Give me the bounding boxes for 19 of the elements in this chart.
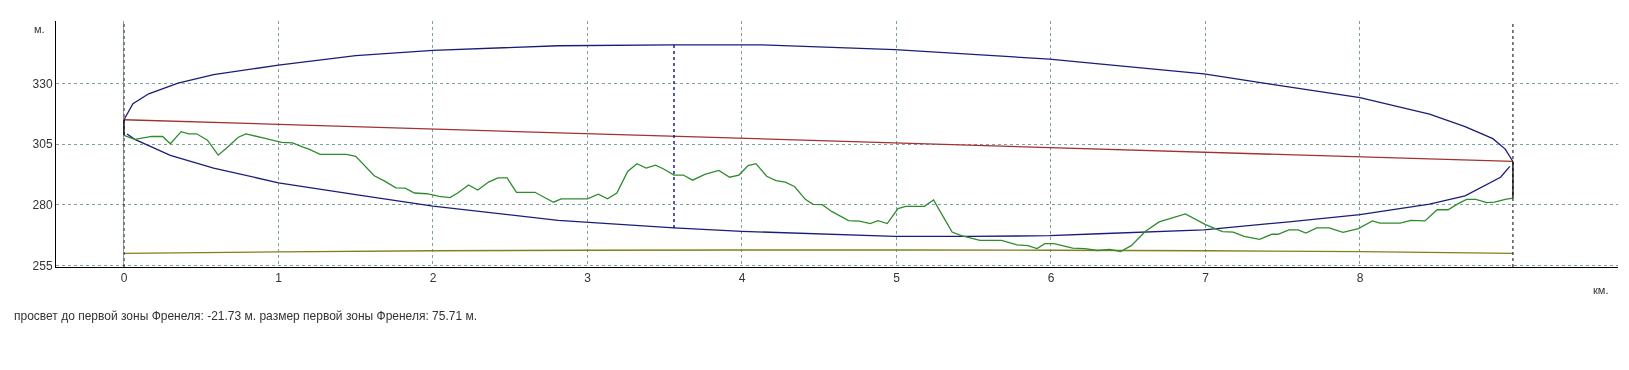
x-tick-label: 4 [738,271,746,286]
y-tick-label: 255 [32,258,53,273]
y-tick-label: 305 [32,137,53,152]
x-tick-label: 1 [275,271,283,286]
x-tick-label: 7 [1202,271,1210,286]
y-axis-title: м. [34,23,45,35]
line-series [126,133,1511,238]
x-tick-label: 6 [1047,271,1055,286]
x-tick-label: 8 [1356,271,1364,286]
y-tick-label: 280 [32,197,53,212]
x-tick-label: 5 [893,271,901,286]
line-series [123,130,1514,253]
x-tick-label: 0 [120,271,128,286]
y-tick-label: 330 [32,76,53,91]
text: просвет до первой зоны Френеля: -21.73 м. размер первой зоны Френеля: 75.71 м. [14,309,478,323]
x-tick-label: 2 [429,271,437,286]
x-tick-label: 3 [584,271,592,286]
line-series [123,44,1514,163]
x-axis-title: км. [1593,284,1609,296]
